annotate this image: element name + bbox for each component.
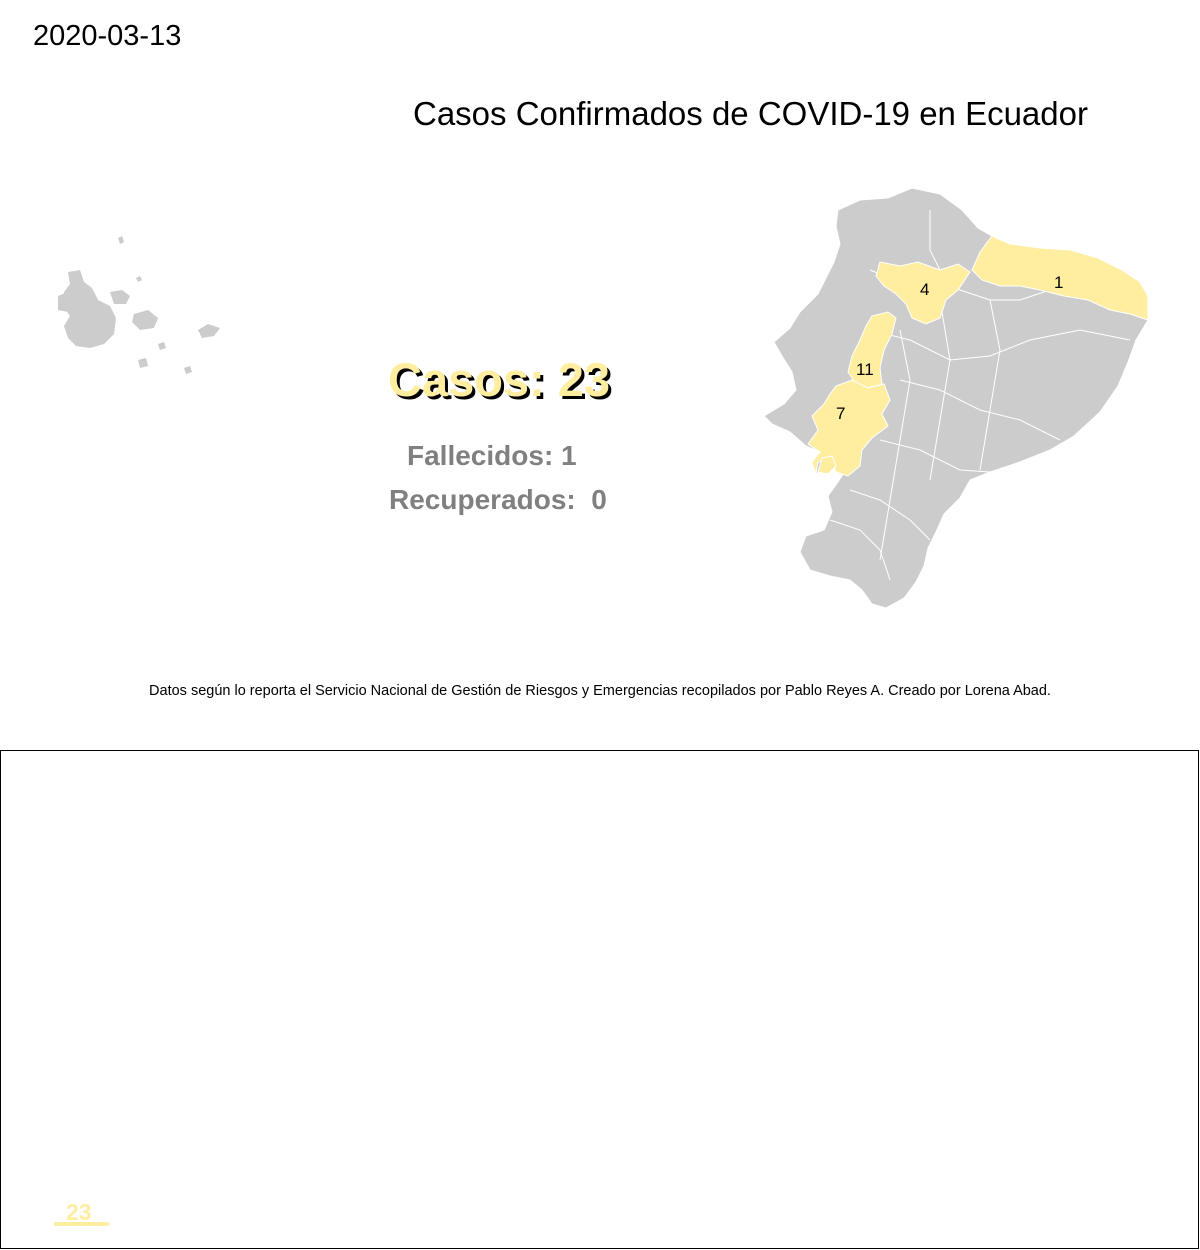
province-label: 1 <box>1054 273 1063 292</box>
province-border <box>849 489 931 541</box>
deaths-total: Fallecidos: 1 <box>407 440 577 471</box>
province-border <box>899 379 1061 441</box>
small-island-4 <box>158 342 166 350</box>
isabela-island <box>62 270 116 348</box>
ecuador-map: 4 1 11 7 <box>58 187 1149 609</box>
small-island-2 <box>138 358 148 368</box>
province-label: 7 <box>836 404 845 423</box>
province-border <box>829 519 891 581</box>
fernandina-island <box>58 292 74 312</box>
timeline-panel <box>0 750 1199 1249</box>
map-title: Casos Confirmados de COVID-19 en Ecuador <box>413 95 1088 132</box>
province-border <box>869 329 1131 361</box>
genovesa-island <box>118 236 124 244</box>
small-island-1 <box>136 276 142 282</box>
small-island-3 <box>184 366 192 374</box>
province-border <box>879 329 911 561</box>
timeline-bar-label: 23 <box>66 1199 92 1225</box>
san-cristobal-island <box>198 324 220 338</box>
source-caption: Datos según lo reporta el Servicio Nacio… <box>149 683 1051 699</box>
cases-total: Casos: 23 <box>388 353 611 406</box>
province-pichincha <box>875 261 971 325</box>
province-label: 11 <box>856 360 874 379</box>
timeline-bar <box>54 1222 109 1226</box>
recovered-total: Recuperados: 0 <box>389 484 607 515</box>
date-label: 2020-03-13 <box>33 20 182 52</box>
province-sucumbios <box>971 235 1149 321</box>
province-border <box>929 299 951 481</box>
province-label: 4 <box>920 280 929 299</box>
province-guayas-island <box>817 455 837 475</box>
mainland-ecuador <box>763 187 1149 609</box>
province-border <box>879 439 991 473</box>
santa-cruz-island <box>132 310 158 330</box>
santiago-island <box>110 290 130 304</box>
province-border <box>929 210 941 271</box>
galapagos-islands <box>58 236 220 374</box>
province-guayas <box>807 379 891 477</box>
province-labels: 4 1 11 7 <box>836 273 1063 423</box>
province-border <box>979 299 1001 471</box>
